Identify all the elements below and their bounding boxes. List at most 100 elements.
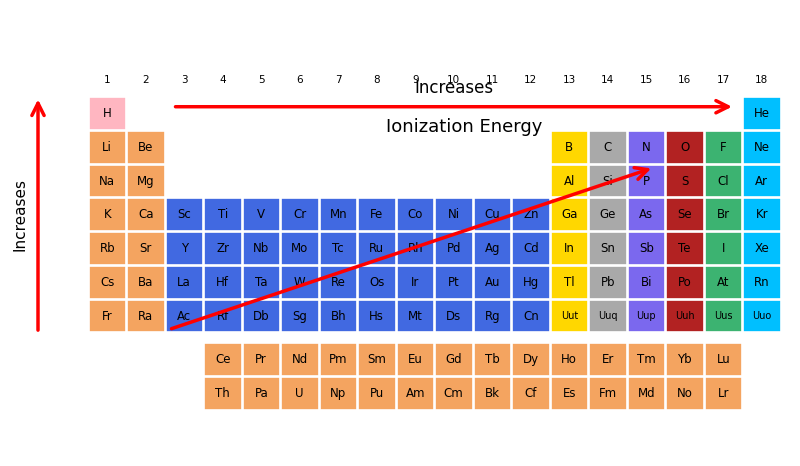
Bar: [319, 199, 357, 231]
Text: Db: Db: [253, 309, 270, 322]
Bar: [127, 232, 165, 265]
Text: 8: 8: [374, 75, 380, 85]
Text: Increases: Increases: [13, 178, 27, 251]
Text: Dy: Dy: [522, 353, 539, 366]
Text: 13: 13: [562, 75, 576, 85]
Bar: [281, 199, 318, 231]
Bar: [358, 266, 395, 299]
Bar: [627, 343, 665, 376]
Bar: [512, 199, 550, 231]
Text: Ag: Ag: [485, 242, 500, 255]
Bar: [127, 266, 165, 299]
Bar: [358, 343, 395, 376]
Bar: [127, 300, 165, 332]
Bar: [204, 199, 242, 231]
Bar: [89, 300, 126, 332]
Text: 18: 18: [755, 75, 768, 85]
Text: Uuh: Uuh: [675, 311, 694, 321]
Bar: [627, 300, 665, 332]
Bar: [89, 232, 126, 265]
Text: Y: Y: [181, 242, 188, 255]
Bar: [397, 377, 434, 410]
Text: Nd: Nd: [292, 353, 308, 366]
Bar: [550, 131, 588, 164]
Text: Periodic Trends In Ionisation Enthalpy Of Elements: Periodic Trends In Ionisation Enthalpy O…: [102, 14, 698, 34]
Bar: [204, 377, 242, 410]
Text: 12: 12: [524, 75, 538, 85]
Bar: [242, 199, 280, 231]
Bar: [666, 131, 703, 164]
Text: 10: 10: [447, 75, 460, 85]
Bar: [743, 199, 781, 231]
Bar: [666, 199, 703, 231]
Bar: [589, 377, 626, 410]
Text: 1: 1: [104, 75, 110, 85]
Bar: [281, 343, 318, 376]
Text: Os: Os: [369, 276, 385, 289]
Bar: [666, 232, 703, 265]
Text: Cm: Cm: [444, 387, 464, 400]
Text: Bi: Bi: [641, 276, 652, 289]
Bar: [666, 300, 703, 332]
Text: Tc: Tc: [333, 242, 344, 255]
Text: Uus: Uus: [714, 311, 733, 321]
Text: Se: Se: [678, 208, 692, 221]
Text: 9: 9: [412, 75, 418, 85]
Text: 14: 14: [601, 75, 614, 85]
Bar: [666, 343, 703, 376]
Text: P: P: [642, 174, 650, 187]
Bar: [281, 300, 318, 332]
Text: La: La: [178, 276, 191, 289]
Bar: [435, 377, 473, 410]
Bar: [512, 232, 550, 265]
Text: Xe: Xe: [754, 242, 769, 255]
Text: Cl: Cl: [718, 174, 729, 187]
Bar: [589, 232, 626, 265]
Text: Np: Np: [330, 387, 346, 400]
Text: 5: 5: [258, 75, 265, 85]
Text: Rb: Rb: [99, 242, 115, 255]
Text: 3: 3: [181, 75, 187, 85]
Bar: [435, 199, 473, 231]
Text: Ca: Ca: [138, 208, 154, 221]
Bar: [627, 377, 665, 410]
Text: Cn: Cn: [523, 309, 538, 322]
Bar: [666, 164, 703, 198]
Bar: [550, 199, 588, 231]
Text: Cs: Cs: [100, 276, 114, 289]
Bar: [705, 199, 742, 231]
Bar: [512, 266, 550, 299]
Text: Mn: Mn: [330, 208, 347, 221]
Text: Cr: Cr: [293, 208, 306, 221]
Text: Rn: Rn: [754, 276, 770, 289]
Text: Mt: Mt: [408, 309, 422, 322]
Bar: [550, 300, 588, 332]
Bar: [358, 232, 395, 265]
Text: Uup: Uup: [637, 311, 656, 321]
Text: Ir: Ir: [411, 276, 419, 289]
Text: He: He: [754, 107, 770, 120]
Text: Pb: Pb: [601, 276, 615, 289]
Bar: [705, 232, 742, 265]
Bar: [743, 232, 781, 265]
Text: Br: Br: [717, 208, 730, 221]
Text: Ra: Ra: [138, 309, 154, 322]
Text: S: S: [681, 174, 689, 187]
Bar: [127, 164, 165, 198]
Bar: [435, 232, 473, 265]
Bar: [705, 377, 742, 410]
Text: Hg: Hg: [522, 276, 539, 289]
Text: C: C: [604, 141, 612, 154]
Text: 15: 15: [640, 75, 653, 85]
Bar: [319, 232, 357, 265]
Bar: [319, 266, 357, 299]
Text: B: B: [565, 141, 574, 154]
Bar: [89, 131, 126, 164]
Bar: [242, 266, 280, 299]
Text: Th: Th: [215, 387, 230, 400]
Bar: [474, 232, 511, 265]
Text: O: O: [680, 141, 690, 154]
Bar: [474, 199, 511, 231]
Text: Ba: Ba: [138, 276, 154, 289]
Bar: [589, 266, 626, 299]
